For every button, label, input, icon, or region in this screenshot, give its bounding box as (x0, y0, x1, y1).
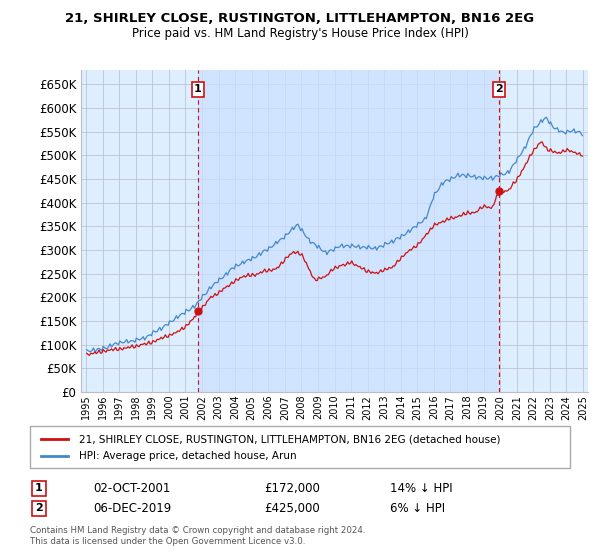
Text: 1: 1 (35, 483, 43, 493)
Text: 14% ↓ HPI: 14% ↓ HPI (390, 482, 452, 495)
Bar (198, 70, 499, 392)
Text: 1: 1 (194, 85, 202, 95)
Text: Contains HM Land Registry data © Crown copyright and database right 2024.: Contains HM Land Registry data © Crown c… (30, 526, 365, 535)
Text: 02-OCT-2001: 02-OCT-2001 (93, 482, 170, 495)
FancyBboxPatch shape (30, 426, 570, 468)
Text: 6% ↓ HPI: 6% ↓ HPI (390, 502, 445, 515)
Text: Price paid vs. HM Land Registry's House Price Index (HPI): Price paid vs. HM Land Registry's House … (131, 27, 469, 40)
Text: 2: 2 (495, 85, 503, 95)
Text: 06-DEC-2019: 06-DEC-2019 (93, 502, 171, 515)
Text: HPI: Average price, detached house, Arun: HPI: Average price, detached house, Arun (79, 451, 296, 461)
Text: £425,000: £425,000 (264, 502, 320, 515)
Text: 21, SHIRLEY CLOSE, RUSTINGTON, LITTLEHAMPTON, BN16 2EG: 21, SHIRLEY CLOSE, RUSTINGTON, LITTLEHAM… (65, 12, 535, 25)
Text: 21, SHIRLEY CLOSE, RUSTINGTON, LITTLEHAMPTON, BN16 2EG (detached house): 21, SHIRLEY CLOSE, RUSTINGTON, LITTLEHAM… (79, 434, 500, 444)
Text: This data is licensed under the Open Government Licence v3.0.: This data is licensed under the Open Gov… (30, 538, 305, 547)
Text: £172,000: £172,000 (264, 482, 320, 495)
Text: 2: 2 (35, 503, 43, 514)
